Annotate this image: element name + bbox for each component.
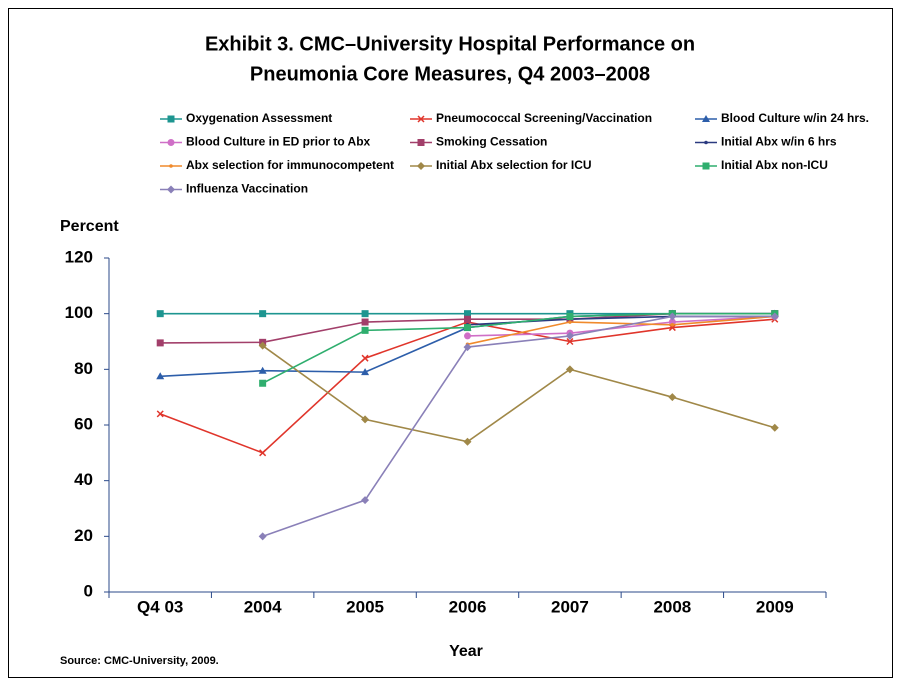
marker	[770, 312, 779, 321]
x-tick-label: 2008	[653, 597, 691, 616]
chart-title: Pneumonia Core Measures, Q4 2003–2008	[250, 63, 650, 85]
marker	[417, 162, 425, 170]
marker	[258, 366, 267, 374]
marker	[464, 310, 471, 318]
legend-label: Initial Abx selection for ICU	[436, 158, 592, 172]
marker	[169, 164, 173, 168]
series-line	[262, 345, 776, 443]
x-axis-label: Year	[449, 643, 483, 660]
y-tick-label: 120	[65, 247, 93, 266]
legend-label: Initial Abx non-ICU	[721, 158, 828, 172]
marker	[668, 312, 677, 321]
marker	[156, 310, 164, 318]
marker	[361, 368, 370, 376]
marker	[463, 343, 472, 352]
y-tick-label: 0	[84, 581, 93, 600]
series-line	[467, 315, 775, 346]
legend-label: Blood Culture in ED prior to Abx	[186, 135, 371, 149]
marker	[167, 139, 175, 146]
marker	[565, 365, 574, 374]
marker	[361, 496, 370, 505]
legend-label: Abx selection for immunocompetent	[186, 158, 394, 172]
y-axis-label: Percent	[60, 218, 119, 235]
legend-label: Influenza Vaccination	[186, 182, 308, 196]
y-tick-label: 40	[74, 470, 93, 489]
source-note: Source: CMC-University, 2009.	[60, 655, 219, 667]
marker	[702, 115, 710, 122]
chart-title: Exhibit 3. CMC–University Hospital Perfo…	[205, 33, 695, 55]
marker	[156, 372, 165, 380]
marker	[770, 423, 779, 432]
marker	[668, 318, 676, 326]
marker	[463, 437, 472, 446]
y-tick-label: 100	[65, 303, 93, 322]
marker	[464, 324, 471, 332]
legend-label: Initial Abx w/in 6 hrs	[721, 135, 837, 149]
series-line	[467, 315, 775, 337]
series-line	[262, 312, 775, 384]
x-tick-label: 2007	[551, 597, 589, 616]
y-tick-label: 80	[74, 359, 93, 378]
marker	[566, 337, 574, 346]
marker	[704, 140, 708, 145]
y-tick-label: 20	[74, 526, 93, 545]
marker	[361, 318, 369, 326]
marker	[167, 115, 175, 123]
marker	[156, 410, 164, 418]
marker	[464, 315, 471, 323]
marker	[668, 324, 676, 332]
legend-label: Blood Culture w/in 24 hrs.	[721, 111, 869, 125]
marker	[361, 326, 369, 334]
marker	[258, 532, 267, 541]
series-line	[262, 315, 775, 538]
marker	[702, 162, 710, 170]
marker	[259, 310, 267, 318]
x-tick-label: 2005	[346, 597, 384, 616]
marker	[568, 320, 572, 324]
marker	[156, 339, 164, 347]
marker	[258, 341, 267, 350]
marker	[361, 415, 370, 424]
marker	[259, 449, 267, 457]
legend-label: Pneumococcal Screening/Vaccination	[436, 111, 652, 125]
marker	[565, 331, 574, 340]
y-tick-label: 60	[74, 414, 93, 433]
marker	[361, 354, 369, 362]
marker	[417, 115, 425, 123]
x-tick-label: 2004	[244, 597, 282, 616]
frame	[8, 8, 893, 678]
x-tick-label: Q4 03	[137, 597, 183, 616]
marker	[361, 310, 369, 318]
x-tick-label: 2009	[756, 597, 794, 616]
marker	[259, 379, 267, 387]
marker	[417, 139, 425, 146]
marker	[464, 332, 471, 340]
legend-label: Oxygenation Assessment	[186, 111, 332, 125]
legend-label: Smoking Cessation	[436, 135, 547, 149]
marker	[670, 323, 675, 327]
marker	[668, 393, 677, 402]
x-tick-label: 2006	[449, 597, 487, 616]
marker	[167, 185, 175, 194]
marker	[566, 312, 574, 320]
